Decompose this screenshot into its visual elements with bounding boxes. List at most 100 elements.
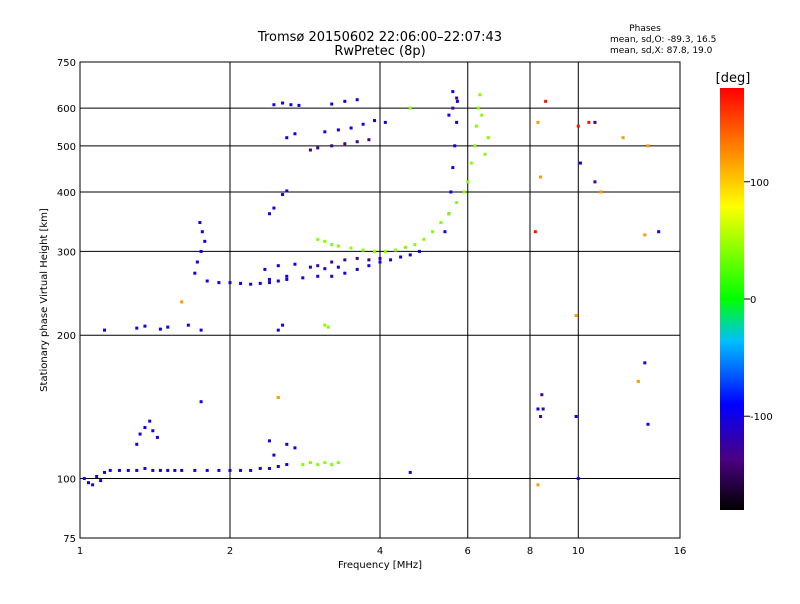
data-point	[293, 446, 297, 450]
data-point	[143, 324, 147, 328]
data-point	[308, 265, 312, 269]
data-point	[267, 212, 271, 216]
data-point	[249, 282, 253, 286]
chart-subtitle: RwPretec (8p)	[334, 44, 425, 59]
data-point	[316, 463, 320, 467]
data-point	[394, 248, 398, 252]
data-point	[135, 442, 139, 446]
data-point	[267, 281, 271, 285]
data-point	[195, 260, 199, 264]
data-point	[643, 233, 647, 237]
data-point	[451, 90, 455, 94]
y-tick-label: 600	[57, 104, 76, 115]
data-point	[285, 274, 289, 278]
data-point	[330, 260, 334, 264]
grid-lines	[80, 62, 680, 538]
x-tick-label: 1	[77, 546, 83, 557]
x-tick-label: 10	[572, 546, 585, 557]
data-point	[536, 483, 540, 487]
data-point	[447, 113, 451, 117]
data-point	[158, 327, 162, 331]
data-point	[323, 267, 327, 271]
x-tick-label: 2	[227, 546, 233, 557]
data-point	[285, 463, 289, 467]
data-point	[199, 328, 203, 332]
data-point	[217, 281, 221, 285]
data-point	[276, 264, 280, 268]
data-point	[323, 239, 327, 243]
data-point	[336, 128, 340, 132]
data-point	[180, 300, 184, 304]
data-point	[95, 474, 99, 478]
data-point	[151, 429, 155, 433]
data-point	[143, 425, 147, 429]
data-point	[343, 271, 347, 275]
data-point	[399, 255, 403, 259]
data-point	[323, 130, 327, 134]
data-point	[646, 144, 650, 148]
data-point	[367, 138, 371, 142]
data-point	[285, 189, 289, 193]
data-point	[576, 477, 580, 481]
data-point	[657, 230, 661, 234]
data-point	[480, 113, 484, 117]
y-tick-label: 200	[57, 331, 76, 342]
plot-frame	[79, 61, 681, 539]
data-point	[451, 166, 455, 170]
data-point	[413, 243, 417, 247]
data-point	[166, 468, 170, 472]
data-point	[593, 120, 597, 124]
x-tick-label: 16	[674, 546, 687, 557]
data-point	[249, 468, 253, 472]
data-point	[349, 126, 353, 130]
data-point	[272, 453, 276, 457]
data-point	[308, 461, 312, 465]
data-point	[301, 276, 305, 280]
data-point	[431, 230, 435, 234]
data-point	[326, 325, 330, 329]
data-point	[576, 124, 580, 128]
data-point	[285, 442, 289, 446]
colorbar-tick-label: 0	[750, 295, 756, 306]
data-point	[316, 274, 320, 278]
data-point	[378, 256, 382, 260]
data-point	[541, 407, 545, 411]
phases-legend-heading: Phases	[629, 24, 661, 34]
data-point	[408, 253, 412, 257]
data-point	[323, 323, 327, 327]
data-point	[228, 468, 232, 472]
data-point	[539, 175, 543, 179]
data-point	[475, 124, 479, 128]
data-point	[330, 243, 334, 247]
data-point	[267, 439, 271, 443]
data-point	[103, 328, 107, 332]
data-point	[135, 468, 139, 472]
data-point	[336, 244, 340, 248]
data-point	[82, 477, 86, 481]
data-point	[330, 274, 334, 278]
data-point	[349, 246, 353, 250]
data-points	[82, 90, 661, 487]
data-point	[316, 264, 320, 268]
data-point	[443, 230, 447, 234]
data-point	[483, 152, 487, 156]
data-point	[533, 230, 537, 234]
y-axis-label: Stationary phase Virtual Height [km]	[39, 208, 50, 392]
data-point	[86, 481, 90, 485]
data-point	[593, 180, 597, 184]
y-tick-label: 300	[57, 247, 76, 258]
data-point	[536, 407, 540, 411]
data-point	[258, 281, 262, 285]
data-point	[336, 461, 340, 465]
data-point	[455, 201, 459, 205]
data-point	[203, 239, 207, 243]
data-point	[330, 144, 334, 148]
data-point	[193, 468, 197, 472]
data-point	[285, 277, 289, 281]
data-point	[205, 279, 209, 283]
data-point	[355, 256, 359, 260]
data-point	[199, 400, 203, 404]
data-point	[469, 161, 473, 165]
data-point	[316, 146, 320, 150]
data-point	[544, 99, 548, 103]
